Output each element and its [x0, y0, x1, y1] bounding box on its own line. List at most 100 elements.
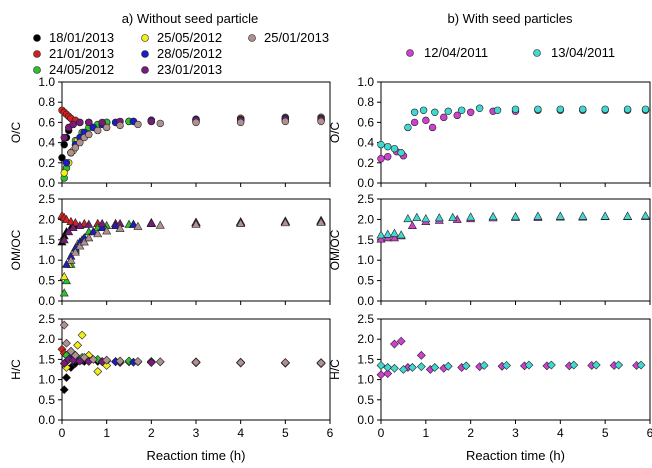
data-point — [62, 159, 71, 167]
data-point — [94, 126, 102, 135]
data-point — [156, 119, 164, 128]
data-point — [398, 365, 408, 374]
data-point — [448, 212, 458, 221]
x-tick-label: 4 — [237, 426, 244, 440]
series-12/04/2011 — [376, 336, 641, 380]
data-point — [556, 105, 565, 113]
data-point — [641, 105, 650, 113]
data-point — [440, 113, 448, 122]
data-point — [128, 219, 138, 228]
data-point — [59, 359, 69, 368]
data-point — [317, 117, 325, 126]
data-point — [93, 229, 103, 238]
data-point — [422, 116, 430, 125]
data-point — [404, 123, 412, 132]
panel-a-mid: 0.0 0.5 1.0 1.5 2.0 2.5 OM/OC — [9, 192, 331, 308]
data-point — [434, 213, 444, 222]
data-point — [390, 144, 399, 153]
data-point — [85, 118, 93, 127]
data-point — [236, 358, 246, 368]
data-point — [396, 230, 406, 239]
x-axis-label: Reaction time (h) — [147, 448, 246, 463]
data-point — [60, 169, 68, 177]
y-tick-label: 1.0 — [357, 75, 374, 89]
data-point — [192, 118, 200, 127]
data-point — [280, 358, 290, 368]
x-tick-label: 2 — [467, 426, 474, 440]
y-tick-label: 0.0 — [357, 176, 374, 190]
panel-a-top: 0.0 0.2 0.4 0.6 0.8 1.0 O/C — [9, 75, 331, 190]
data-point — [236, 118, 245, 127]
data-point — [614, 360, 624, 370]
data-point — [68, 222, 78, 232]
data-point — [623, 105, 632, 113]
data-point — [60, 140, 68, 149]
data-point — [419, 106, 428, 114]
y-axis-label: OM/OC — [328, 229, 342, 270]
data-point — [59, 320, 69, 330]
data-point — [377, 140, 385, 149]
data-point — [600, 211, 610, 220]
data-point — [280, 218, 290, 227]
data-point — [443, 361, 453, 371]
data-point — [403, 213, 413, 223]
data-point — [524, 360, 534, 370]
series-25/01/2013 — [67, 117, 325, 157]
legend-marker — [533, 49, 541, 57]
panel-b-top: 0.0 0.2 0.4 0.6 0.8 1.0 O/C — [328, 75, 651, 190]
data-point — [66, 346, 76, 356]
data-point — [79, 352, 89, 362]
y-tick-label: 2.5 — [38, 192, 55, 206]
data-point — [88, 354, 98, 364]
data-point — [479, 361, 489, 370]
data-point — [591, 360, 601, 370]
x-tick-label: 1 — [103, 426, 110, 440]
data-point — [59, 385, 69, 395]
data-point — [133, 356, 143, 366]
series-25/01/2013 — [59, 320, 326, 368]
data-point — [546, 360, 556, 370]
y-axis-label: O/C — [9, 122, 23, 144]
plot-frame — [61, 318, 331, 421]
data-point — [410, 108, 419, 117]
y-tick-label: 0.6 — [38, 115, 55, 129]
y-tick-label: 2.0 — [357, 332, 374, 346]
y-tick-label: 0.2 — [357, 156, 374, 170]
data-point — [76, 118, 84, 127]
y-tick-label: 0.5 — [357, 274, 374, 288]
data-point — [61, 275, 71, 285]
data-point — [601, 105, 609, 113]
y-tick-label: 2.0 — [38, 212, 55, 226]
legend-item: 13/04/2011 — [533, 45, 615, 60]
y-axis-label: H/C — [9, 359, 23, 380]
data-point — [98, 118, 106, 127]
data-point — [281, 117, 290, 126]
x-axis-label: Reaction time (h) — [466, 448, 565, 463]
data-point — [66, 255, 76, 264]
plot-frame — [61, 81, 331, 184]
plot-frame — [380, 81, 651, 184]
panels-layer: 0.0 0.2 0.4 0.6 0.8 1.0 O/C 0.0 0.5 1.0 1.5 2.0 2.5 O… — [9, 75, 652, 463]
legend-item: 25/05/2012 — [141, 30, 222, 45]
data-point — [384, 153, 392, 161]
legend-label: 12/04/2011 — [424, 45, 488, 60]
data-point — [641, 211, 651, 220]
data-point — [376, 370, 386, 380]
data-point — [97, 222, 107, 232]
legend-marker — [33, 50, 41, 58]
data-point — [493, 106, 502, 114]
y-tick-label: 0.8 — [38, 95, 55, 109]
series-13/04/2011 — [376, 360, 646, 374]
y-tick-label: 2.0 — [38, 332, 55, 346]
data-point — [64, 227, 74, 236]
x-tick-label: 2 — [148, 426, 155, 440]
data-point — [383, 369, 393, 378]
y-tick-label: 1.0 — [357, 373, 374, 387]
y-tick-label: 1.5 — [38, 233, 55, 247]
legend-label: 25/01/2013 — [264, 30, 329, 45]
y-tick-label: 0.0 — [357, 294, 374, 308]
data-point — [62, 373, 71, 383]
y-tick-label: 1.0 — [357, 253, 374, 267]
x-tick-label: 4 — [557, 426, 564, 440]
legend-item: 28/05/2012 — [141, 46, 222, 61]
